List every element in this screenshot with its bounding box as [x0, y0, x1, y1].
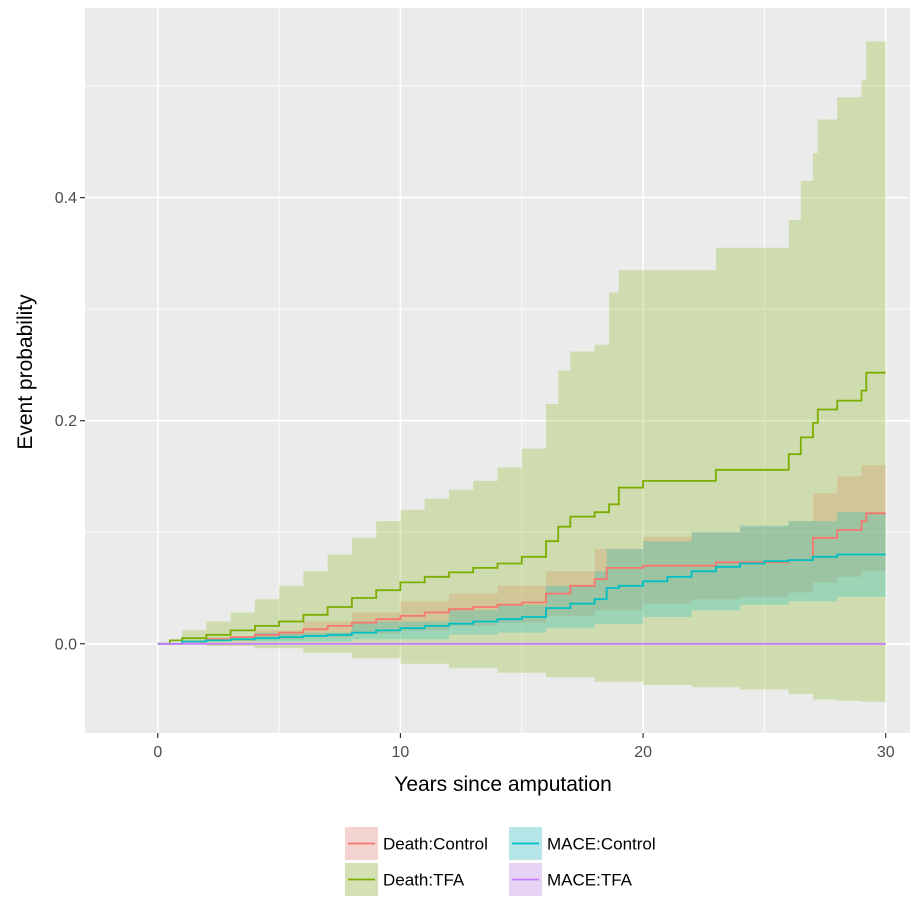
ribbon-mace-control — [157, 512, 886, 644]
x-tick-label: 20 — [634, 744, 652, 761]
y-tick-label: 0.4 — [55, 190, 77, 207]
ribbon-death-tfa — [157, 41, 886, 702]
legend-label-death-tfa: Death:TFA — [383, 871, 465, 890]
y-axis-title: Event probability — [14, 294, 37, 450]
x-tick-label: 0 — [153, 744, 162, 761]
x-axis: 0 10 20 30 — [153, 733, 895, 761]
series-lines — [157, 371, 886, 645]
plot-panel — [85, 8, 910, 733]
confidence-ribbons — [157, 41, 886, 702]
legend-label-death-control: Death:Control — [383, 835, 488, 854]
line-death-tfa — [157, 371, 886, 645]
x-tick-label: 10 — [392, 744, 410, 761]
x-tick-label: 30 — [877, 744, 895, 761]
legend-label-mace-tfa: MACE:TFA — [547, 871, 633, 890]
y-axis: 0.0 0.2 0.4 — [55, 190, 85, 653]
line-mace-control — [157, 553, 886, 645]
legend-label-mace-control: MACE:Control — [547, 835, 656, 854]
x-axis-title: Years since amputation — [394, 773, 612, 796]
legend: Death:Control Death:TFA MACE:Control MACE:T… — [345, 827, 656, 896]
y-tick-label: 0.2 — [55, 413, 77, 430]
minor-gridlines — [85, 8, 910, 733]
y-tick-label: 0.0 — [55, 636, 77, 653]
ribbon-death-control — [157, 456, 886, 644]
